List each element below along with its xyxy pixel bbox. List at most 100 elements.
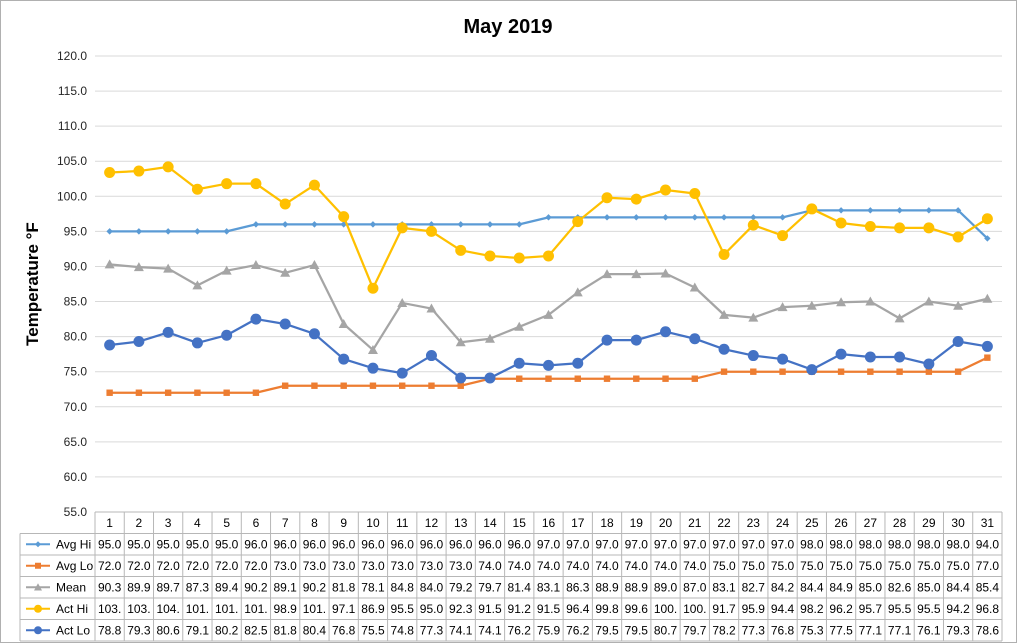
table-cell: 85.0	[859, 580, 883, 594]
x-tick-label: 11	[396, 516, 409, 530]
table-cell: 87.3	[186, 580, 210, 594]
table-cell: 72.0	[98, 559, 122, 573]
table-cell: 96.2	[829, 602, 853, 616]
table-cell: 101.	[244, 602, 267, 616]
data-point	[513, 357, 525, 369]
data-point	[923, 222, 935, 234]
data-point	[896, 368, 903, 375]
table-cell: 73.0	[273, 559, 297, 573]
data-point	[806, 203, 818, 215]
data-point	[867, 368, 874, 375]
data-point	[545, 214, 552, 221]
data-point	[981, 213, 993, 225]
table-cell: 84.9	[829, 580, 853, 594]
table-cell: 79.5	[625, 623, 649, 637]
table-cell: 95.0	[98, 537, 122, 551]
table-cell: 88.9	[595, 580, 619, 594]
table-cell: 91.5	[537, 602, 561, 616]
table-cell: 98.0	[859, 537, 883, 551]
data-point	[484, 333, 495, 343]
table-cell: 74.0	[508, 559, 532, 573]
data-point	[689, 188, 701, 200]
table-cell: 74.8	[391, 623, 415, 637]
y-tick-label: 60.0	[64, 470, 88, 484]
data-point	[455, 244, 467, 256]
table-cell: 73.0	[303, 559, 327, 573]
x-tick-label: 15	[513, 516, 527, 530]
x-tick-label: 18	[600, 516, 614, 530]
data-point	[689, 282, 700, 292]
data-point	[308, 179, 320, 191]
data-point	[280, 267, 291, 277]
x-tick-label: 10	[366, 516, 380, 530]
data-point	[630, 193, 642, 205]
data-point	[367, 282, 379, 294]
data-point	[281, 221, 289, 228]
table-cell: 84.4	[800, 580, 824, 594]
table-cell: 96.0	[420, 537, 444, 551]
data-point	[426, 303, 437, 313]
table-cell: 75.3	[800, 623, 824, 637]
data-point	[602, 269, 613, 279]
data-point	[164, 389, 172, 396]
table-cell: 97.0	[537, 537, 561, 551]
table-cell: 75.0	[800, 559, 824, 573]
data-point	[543, 250, 554, 262]
table-cell: 78.2	[712, 623, 736, 637]
data-point	[691, 214, 698, 221]
data-point	[572, 357, 584, 369]
series-group	[104, 161, 993, 396]
x-tick-label: 6	[253, 516, 260, 530]
table-cell: 74.0	[566, 559, 590, 573]
table-cell: 79.7	[478, 580, 502, 594]
data-point	[837, 207, 845, 214]
legend-label: Avg Lo	[56, 559, 93, 573]
data-point	[836, 297, 847, 307]
data-point	[399, 382, 406, 389]
table-cell: 87.0	[683, 580, 707, 594]
x-tick-label: 16	[542, 516, 556, 530]
data-point	[367, 362, 379, 374]
table-cell: 74.0	[537, 559, 561, 573]
table-cell: 74.0	[625, 559, 649, 573]
data-point	[718, 249, 730, 261]
table-cell: 74.1	[478, 623, 502, 637]
table-cell: 99.6	[625, 602, 649, 616]
table-cell: 76.8	[771, 623, 795, 637]
data-point	[104, 259, 115, 269]
data-point	[104, 339, 116, 351]
x-tick-label: 9	[340, 516, 347, 530]
data-point	[223, 389, 230, 396]
data-point	[279, 198, 291, 210]
table-cell: 97.0	[595, 537, 619, 551]
data-point	[338, 318, 349, 328]
y-tick-label: 110.0	[58, 119, 87, 133]
data-point	[864, 220, 876, 232]
data-point	[837, 368, 845, 375]
data-point	[221, 265, 232, 275]
x-tick-label: 13	[454, 516, 468, 530]
data-point	[133, 336, 145, 348]
data-point	[689, 333, 701, 345]
data-point	[750, 368, 757, 375]
table-cell: 84.4	[946, 580, 970, 594]
data-point	[340, 382, 347, 389]
x-tick-label: 5	[223, 516, 230, 530]
data-point	[338, 211, 350, 223]
data-point	[954, 368, 962, 375]
table-cell: 75.5	[361, 623, 385, 637]
data-point	[925, 368, 933, 375]
table-cell: 81.8	[332, 580, 356, 594]
table-cell: 98.0	[917, 537, 941, 551]
table-cell: 82.6	[888, 580, 912, 594]
table-cell: 76.1	[917, 623, 941, 637]
table-cell: 92.3	[449, 602, 473, 616]
table-cell: 96.0	[449, 537, 473, 551]
data-point	[779, 214, 786, 221]
x-tick-label: 30	[951, 516, 965, 530]
data-point	[486, 221, 494, 228]
table-cell: 81.8	[273, 623, 297, 637]
data-point	[192, 280, 203, 290]
